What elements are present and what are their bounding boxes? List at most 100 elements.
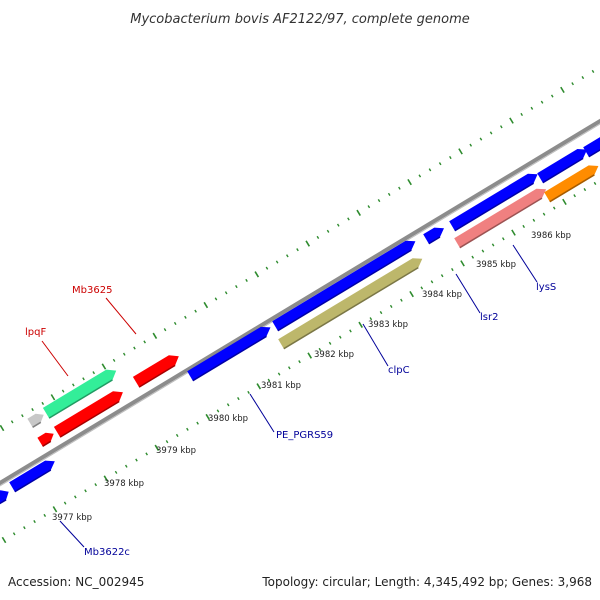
gene-label-leader (362, 323, 389, 367)
inner-tick (451, 267, 454, 272)
gene-reverse-arrow-right (537, 149, 588, 183)
outer-tick (499, 125, 503, 129)
inner-tick (318, 347, 322, 351)
outer-tick (122, 352, 126, 356)
outer-tick (326, 229, 330, 233)
genome-summary-text: Topology: circular; Length: 4,345,492 bp… (261, 575, 592, 589)
outer-tick (438, 162, 442, 166)
outer-tick (367, 205, 371, 209)
outer-tick (458, 148, 463, 155)
orange-feature (544, 165, 599, 202)
inner-tick (23, 526, 26, 530)
outer-tick (152, 332, 158, 339)
inner-tick (154, 444, 160, 451)
outer-tick (469, 143, 473, 147)
gene-forward-arrow (53, 391, 123, 438)
inner-tick (43, 513, 47, 517)
gene-lyss-region-arrow-shadow (454, 182, 534, 232)
inner-tick (84, 489, 87, 493)
inner-tick (196, 421, 199, 425)
inner-tick (307, 352, 313, 359)
ruler-label-3978: 3978 kbp (104, 479, 144, 489)
inner-tick (481, 249, 485, 253)
gene-mb3625-arrow (132, 355, 179, 388)
outer-tick (61, 389, 65, 393)
outer-tick (194, 309, 197, 313)
inner-tick (338, 335, 342, 339)
gene-reverse-arrow-edge (583, 137, 600, 157)
outer-tick (184, 315, 187, 319)
outer-tick (387, 192, 391, 196)
ruler-label-3977: 3977 kbp (52, 513, 92, 523)
gene-label-leader (41, 340, 69, 377)
outer-tick (82, 377, 85, 381)
gene-label-pe-pgrs59: PE_PGRS59 (276, 430, 333, 441)
ruler-label-3981: 3981 kbp (261, 381, 301, 391)
inner-tick (186, 427, 189, 431)
gene-forward-small-arrow (37, 432, 54, 447)
inner-tick (593, 181, 597, 186)
outer-tick (92, 371, 96, 375)
gene-reverse-arrow-right-shadow (542, 157, 584, 184)
outer-tick (10, 420, 14, 424)
gene-clpc-region-arrow-shadow (277, 249, 412, 332)
inner-tick (440, 274, 444, 278)
outer-tick (50, 394, 56, 401)
inner-tick (114, 470, 118, 474)
outer-tick (347, 217, 350, 221)
inner-tick-track (1, 181, 597, 544)
outer-tick (316, 235, 320, 239)
outer-tick (550, 94, 554, 98)
gene-lpqf-feature (42, 369, 117, 419)
outer-tick (173, 321, 177, 326)
outer-tick (254, 271, 260, 278)
inner-tick (135, 458, 138, 462)
gene-label-leader (249, 393, 275, 433)
gene-lsr2-arrow-shadow (428, 236, 441, 245)
inner-tick (145, 452, 148, 456)
outer-tick (203, 301, 209, 309)
outer-tick (21, 414, 24, 418)
outer-tick (571, 82, 574, 86)
ruler-label-3979: 3979 kbp (156, 446, 196, 456)
ruler-labels: 3977 kbp 3978 kbp 3979 kbp 3980 kbp 3981 kbp… (52, 231, 571, 523)
outer-tick (377, 198, 381, 203)
gene-lyss-feature-shadow (459, 197, 543, 249)
ruler-label-3984: 3984 kbp (422, 290, 462, 300)
inner-tick (287, 366, 291, 370)
outer-tick (489, 131, 493, 135)
inner-tick (409, 290, 414, 298)
gene-reverse-arrow-left-shadow (0, 499, 7, 505)
outer-tick (520, 112, 524, 117)
outer-tick (530, 106, 534, 110)
outer-tick (305, 240, 311, 247)
inner-tick (256, 383, 262, 390)
inner-tick (542, 212, 546, 216)
gray-feature (27, 413, 44, 428)
inner-tick (33, 519, 36, 524)
inner-tick (573, 194, 576, 198)
gene-lpqf-feature-shadow (48, 379, 113, 419)
outer-tick-track (0, 69, 595, 432)
ruler-label-3985: 3985 kbp (476, 260, 516, 270)
inner-tick (471, 255, 475, 259)
gene-labels: lpqF Mb3625 PE_PGRS59 clpC lsr2 lysS Mb3622c (25, 244, 556, 558)
outer-tick (336, 223, 340, 227)
outer-tick (540, 100, 544, 104)
outer-tick (449, 155, 452, 160)
inner-tick (491, 243, 495, 247)
ruler-label-3982: 3982 kbp (314, 350, 354, 360)
inner-tick (216, 409, 220, 413)
inner-tick (420, 286, 424, 290)
inner-tick (267, 378, 271, 382)
outer-tick (560, 86, 565, 94)
gene-reverse-arrow-left (0, 490, 9, 504)
inner-tick (501, 237, 505, 241)
inner-tick (205, 413, 211, 421)
inner-tick (124, 464, 128, 468)
gene-label-lyss: lysS (536, 282, 556, 293)
gene-clpc-region-arrow (272, 240, 416, 331)
inner-tick (328, 341, 332, 345)
outer-tick (428, 168, 432, 172)
